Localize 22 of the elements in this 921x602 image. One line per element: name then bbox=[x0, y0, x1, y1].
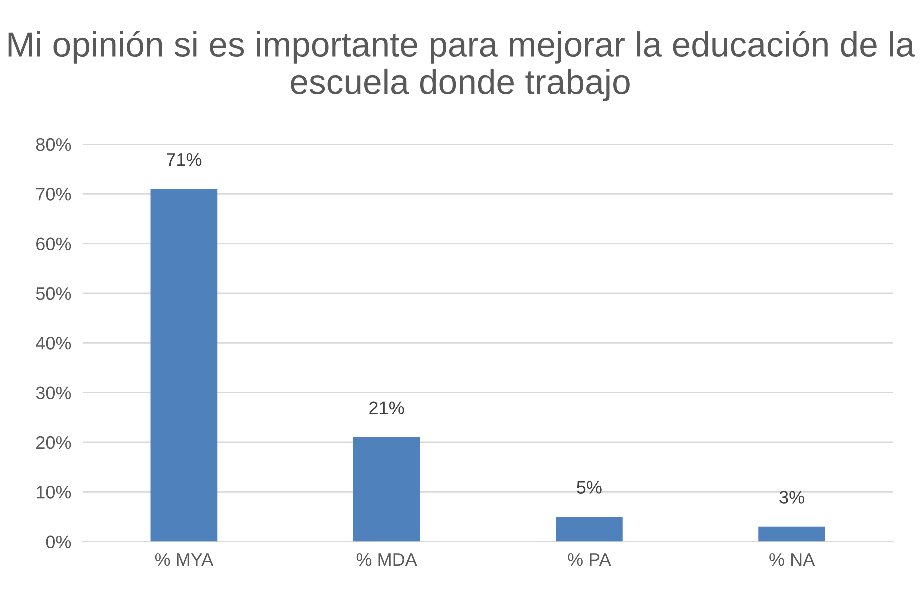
y-tick-label: 40% bbox=[36, 337, 72, 350]
data-label: 3% bbox=[780, 491, 804, 504]
bar bbox=[353, 438, 420, 542]
y-tick-label: 50% bbox=[36, 287, 72, 300]
bar bbox=[556, 516, 623, 542]
y-tick-label: 10% bbox=[37, 486, 72, 499]
bar bbox=[150, 189, 218, 542]
data-label: 21% bbox=[370, 402, 404, 414]
chart-title: Mi opinión si es importante para mejorar la educación de la escuela donde trabajo bbox=[8, 31, 916, 102]
y-tick-label: 30% bbox=[36, 386, 72, 400]
y-tick-label: 70% bbox=[36, 188, 72, 201]
x-tick-label: % PA bbox=[568, 553, 612, 566]
y-tick-label: 60% bbox=[36, 238, 72, 251]
y-tick-label: 0% bbox=[46, 536, 72, 549]
bar bbox=[758, 526, 826, 542]
x-tick-label: % MYA bbox=[155, 553, 214, 566]
data-label: 71% bbox=[167, 153, 202, 166]
x-tick-label: % NA bbox=[770, 553, 816, 566]
y-tick-label: 80% bbox=[36, 138, 72, 152]
data-label: 5% bbox=[577, 481, 602, 494]
y-tick-label: 20% bbox=[36, 436, 72, 450]
x-tick-label: % MDA bbox=[356, 553, 418, 566]
